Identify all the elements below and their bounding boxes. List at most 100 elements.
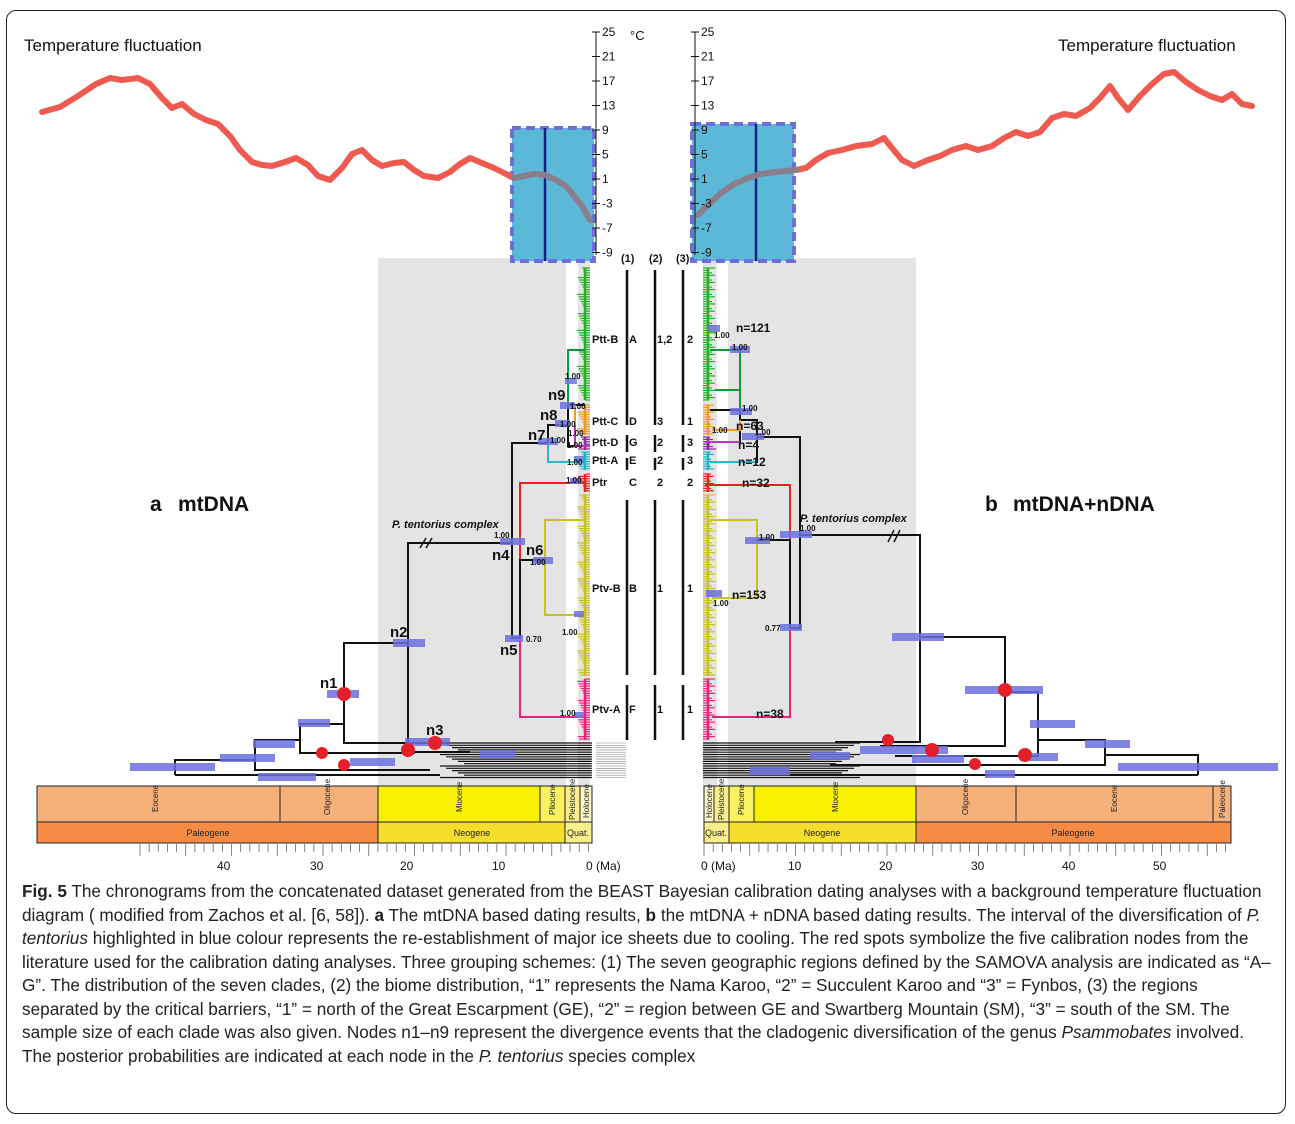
- scheme-bars: [625, 270, 685, 740]
- node-n8: n8: [540, 407, 558, 424]
- caption-species-2: P. tentorius: [478, 1045, 564, 1066]
- svg-text:Quat.: Quat.: [567, 828, 589, 838]
- svg-text:1.00: 1.00: [560, 709, 576, 718]
- clade-sample-size: n=153: [732, 588, 767, 602]
- svg-text:Neogene: Neogene: [454, 828, 491, 838]
- svg-text:1.00: 1.00: [567, 441, 583, 450]
- svg-text:Holocene: Holocene: [582, 784, 591, 818]
- axis-a-10: 10: [492, 859, 506, 873]
- temperature-curve-right: [793, 69, 1255, 173]
- svg-text:1.00: 1.00: [755, 428, 771, 437]
- svg-text:Paleocene: Paleocene: [1218, 780, 1227, 818]
- axis-b-20: 20: [879, 859, 893, 873]
- temp-tick-label: 9: [701, 123, 708, 137]
- svg-text:1.00: 1.00: [494, 531, 510, 540]
- timescale-a: [36, 785, 593, 844]
- temp-tick-label: 17: [701, 74, 715, 88]
- axis-a-20: 20: [400, 859, 414, 873]
- svg-text:1.00: 1.00: [570, 402, 586, 411]
- svg-text:1.00: 1.00: [530, 558, 546, 567]
- posteriors-a: 1.00 1.00 1.00 1.00 1.00 1.00 1.00 1.00 …: [494, 372, 586, 718]
- svg-text:Oligocene: Oligocene: [323, 778, 332, 815]
- temperature-axis-right: 25 21 17 13 9 5 1 -3 -7 -9: [691, 25, 715, 260]
- clade-region: C: [629, 477, 637, 489]
- panel-b-title: mtDNA+nDNA: [1013, 493, 1155, 516]
- clade-name: Ptt-A: [592, 455, 618, 467]
- clade-biome: 2: [657, 455, 663, 467]
- svg-text:1.00: 1.00: [550, 436, 566, 445]
- scheme-header-3: (3): [676, 253, 690, 265]
- svg-text:Pleistocene: Pleistocene: [717, 778, 726, 820]
- temp-tick-label: 25: [602, 25, 616, 39]
- node-n1: n1: [320, 675, 338, 692]
- svg-text:1.00: 1.00: [759, 533, 775, 542]
- clade-region: F: [629, 704, 636, 716]
- clade-name: Ptt-D: [592, 437, 618, 449]
- figure-canvas: Temperature fluctuation Temperature fluc…: [24, 25, 1278, 873]
- svg-text:1.00: 1.00: [560, 420, 576, 429]
- shade-right: [728, 258, 916, 786]
- caption-b-text: the mtDNA + nDNA based dating results. T…: [660, 904, 1242, 925]
- axis-b-30: 30: [971, 859, 985, 873]
- svg-text:Eocene: Eocene: [151, 784, 160, 812]
- clade-sample-size: n=4: [738, 438, 759, 452]
- svg-text:1.00: 1.00: [568, 429, 584, 438]
- caption-sentence-3: involved. The posterior probabilities ar…: [22, 1022, 1245, 1066]
- caption-b-bold: b: [645, 904, 657, 925]
- temp-tick-label: 1: [602, 172, 609, 186]
- temp-tick-label: 25: [701, 25, 715, 39]
- clade-region: D: [629, 416, 637, 428]
- node-n4: n4: [492, 547, 510, 564]
- node-n2: n2: [390, 624, 408, 641]
- period-labels: Paleogene Neogene Quat. Quat. Neogene Pa…: [186, 828, 1094, 838]
- svg-text:1.00: 1.00: [565, 372, 581, 381]
- temp-unit: °C: [630, 28, 645, 43]
- highlight-box-left: [510, 126, 596, 263]
- clade-sample-size: n=38: [756, 707, 784, 721]
- svg-text:1.00: 1.00: [714, 331, 730, 340]
- clade-biome: 2: [657, 437, 663, 449]
- node-n9: n9: [548, 387, 566, 404]
- complex-label-b: P. tentorius complex: [800, 513, 908, 525]
- panel-a-letter: a: [150, 493, 162, 516]
- clade-tips: [577, 267, 716, 740]
- node-n3: n3: [426, 722, 444, 739]
- axis-b-40: 40: [1062, 859, 1076, 873]
- svg-text:1.00: 1.00: [567, 458, 583, 467]
- axis-a-40: 40: [217, 859, 231, 873]
- clade-name: Ptv-A: [592, 704, 621, 716]
- temp-tick-label: -7: [602, 221, 613, 235]
- clade-sample-size: n=12: [738, 455, 766, 469]
- figure-frame: [6, 10, 1286, 1114]
- temp-tick-label: -7: [701, 221, 712, 235]
- temperature-axis-left: 25 21 17 13 9 5 1 -3 -7 -9: [592, 25, 616, 260]
- caption-sentence-4: species complex: [568, 1045, 696, 1066]
- svg-text:Pleistocene: Pleistocene: [568, 778, 577, 820]
- svg-text:Miocene: Miocene: [455, 781, 464, 812]
- temperature-curve-right-highlight: [695, 167, 799, 218]
- svg-text:1.00: 1.00: [566, 476, 582, 485]
- caption-genus: Psammobates: [1061, 1022, 1172, 1042]
- scheme-header-2: (2): [649, 253, 663, 265]
- panel-a-title: mtDNA: [178, 493, 249, 516]
- clade-sample-size: n=121: [736, 321, 771, 335]
- time-axis-b: [703, 844, 1226, 856]
- time-axis-a: [139, 844, 589, 856]
- temp-tick-label: -3: [602, 197, 613, 211]
- temperature-curve-left: [39, 75, 517, 183]
- calibration-dots: [316, 683, 1032, 771]
- time-axis-labels: 40 30 20 10 0 (Ma) 0 (Ma) 10 20 30 40 50: [217, 859, 1167, 873]
- epoch-labels: Eocene Oligocene Miocene Pliocene Pleist…: [151, 778, 1227, 820]
- caption-sentence-1: The chronograms from the concatenated da…: [22, 881, 1262, 925]
- shade-left: [378, 258, 566, 786]
- clade-name: Ptv-B: [592, 583, 621, 595]
- axis-a-30: 30: [310, 859, 324, 873]
- clade-sample-size: n=32: [742, 476, 770, 490]
- temp-tick-label: 21: [701, 50, 715, 64]
- clade-barrier: 1: [687, 704, 693, 716]
- hpd-bars: [130, 325, 1278, 781]
- temp-tick-label: 21: [602, 50, 616, 64]
- complex-label-a: P. tentorius complex: [392, 519, 500, 531]
- temp-tick-label: 13: [701, 99, 715, 113]
